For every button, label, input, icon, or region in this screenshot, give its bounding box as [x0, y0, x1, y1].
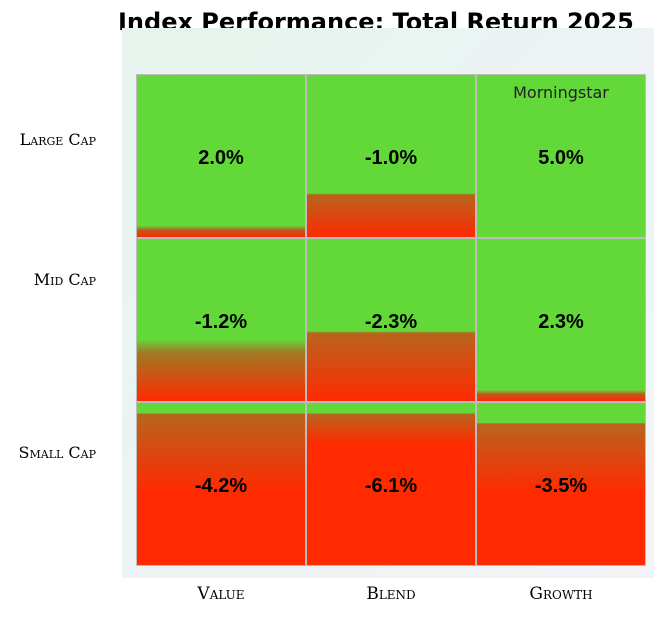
heatmap-cell-small-cap-value: -4.2% — [136, 402, 306, 566]
cell-value-label: -1.2% — [194, 311, 248, 333]
row-label-mid-cap: Mid Cap — [33, 270, 96, 289]
cell-value-label: -3.5% — [534, 475, 588, 497]
cell-value-label: 2.3% — [538, 311, 584, 333]
cell-value-label: 5.0% — [538, 147, 584, 169]
heatmap-cell-mid-cap-growth: 2.3% — [476, 238, 646, 402]
heatmap-cell-large-cap-value: 2.0% — [136, 74, 306, 238]
heatmap-grid: 2.0% -1.0% 5.0% Morningstar -1.2% -2.3% 2.3% -4… — [136, 74, 646, 566]
cell-value-label: -4.2% — [194, 475, 248, 497]
column-label-blend: Blend — [366, 584, 416, 604]
heatmap-cell-mid-cap-blend: -2.3% — [306, 238, 476, 402]
heatmap-cell-large-cap-blend: -1.0% — [306, 74, 476, 238]
annotation-label: Morningstar — [513, 83, 609, 102]
cell-value-label: -1.0% — [364, 147, 418, 169]
heatmap-cell-mid-cap-value: -1.2% — [136, 238, 306, 402]
cell-value-label: 2.0% — [198, 147, 244, 169]
column-label-growth: Growth — [529, 584, 593, 604]
heatmap-cell-large-cap-growth: 5.0% Morningstar — [476, 74, 646, 238]
cell-value-label: -6.1% — [364, 475, 418, 497]
row-label-small-cap: Small Cap — [18, 443, 96, 462]
cell-value-label: -2.3% — [364, 311, 418, 333]
column-label-value: Value — [197, 584, 245, 604]
row-label-large-cap: Large Cap — [19, 130, 96, 149]
heatmap-cell-small-cap-blend: -6.1% — [306, 402, 476, 566]
heatmap-cell-small-cap-growth: -3.5% — [476, 402, 646, 566]
